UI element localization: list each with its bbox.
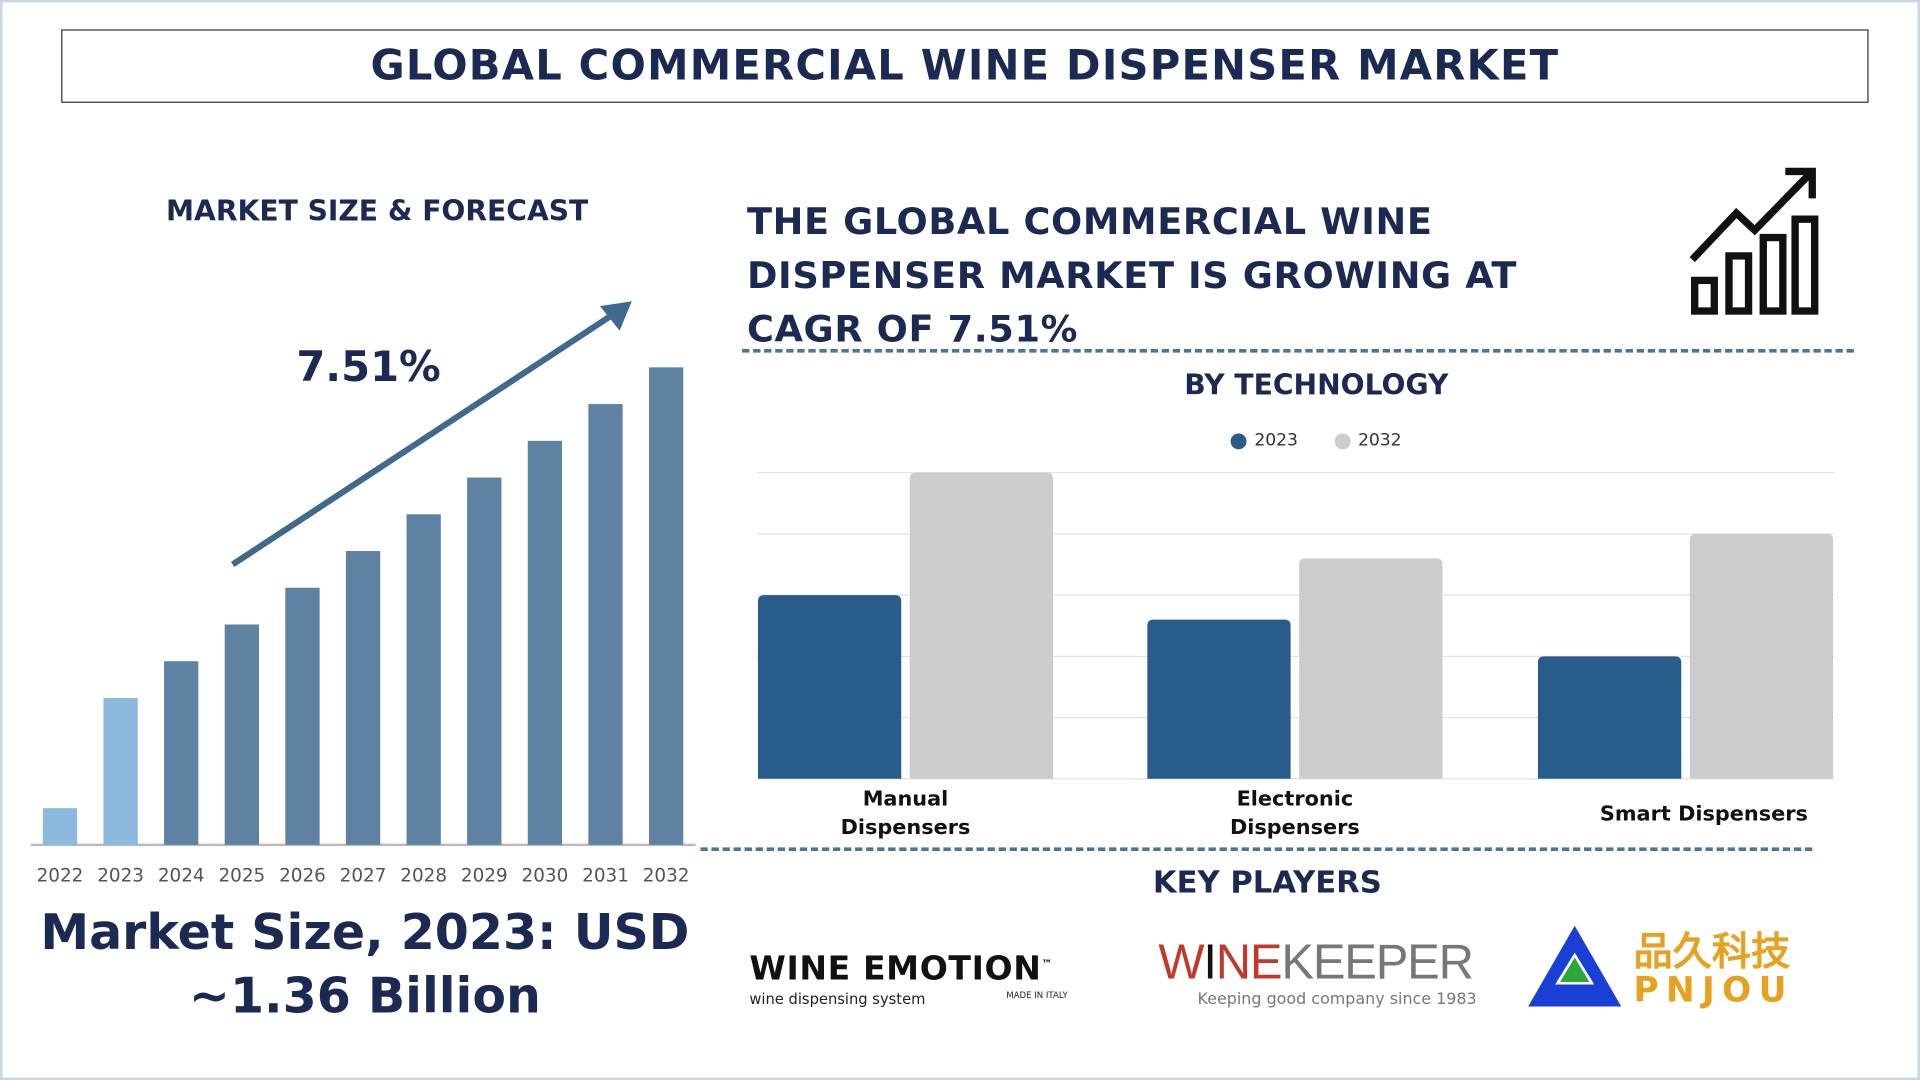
logo-sub: MADE IN ITALY — [1006, 990, 1068, 1001]
section-divider — [700, 847, 1813, 852]
technology-chart-title: BY TECHNOLOGY — [1184, 369, 1449, 402]
logo-text: I — [1203, 935, 1217, 990]
bar-2026 — [285, 587, 320, 845]
bar-2030 — [527, 440, 563, 845]
chart-legend: 2023 2032 — [747, 431, 1886, 451]
legend-swatch — [1231, 432, 1247, 449]
bar-2032 — [648, 367, 684, 845]
x-tick-label: 2022 — [36, 864, 84, 887]
headline: THE GLOBAL COMMERCIAL WINE DISPENSER MAR… — [746, 200, 1518, 352]
legend-label: 2023 — [1254, 431, 1298, 451]
x-tick-label: 2029 — [460, 864, 508, 887]
x-tick-label: 2026 — [279, 864, 326, 887]
logo-winemotion: WINE EMOTION™ wine dispensing system MAD… — [749, 950, 1080, 1008]
trend-arrow-icon — [230, 306, 624, 568]
bar-2028 — [406, 514, 441, 845]
legend-item-2023: 2023 — [1231, 431, 1298, 451]
logo-text: KEEPER — [1281, 935, 1474, 990]
logo-winekeeper: WINEKEEPER Keeping good company since 19… — [1158, 936, 1489, 1009]
legend-item-2032: 2032 — [1334, 431, 1402, 451]
bar-2023 — [103, 697, 138, 845]
bar-2029 — [467, 477, 502, 845]
bar-2023-1 — [1147, 619, 1291, 779]
bar-2032-0 — [909, 472, 1054, 779]
pnjou-triangle-icon — [1528, 925, 1622, 1007]
bar-2024 — [164, 661, 199, 845]
market-size-line1: Market Size, 2023: USD — [40, 904, 690, 962]
legend-label: 2032 — [1357, 431, 1402, 451]
key-players-title: KEY PLAYERS — [1152, 864, 1382, 901]
bar-2025 — [224, 624, 259, 845]
cagr-annotation: 7.51% — [296, 342, 441, 392]
x-tick-label: 2028 — [400, 864, 448, 887]
trend-arrowhead — [600, 301, 632, 331]
legend-swatch — [1334, 432, 1351, 449]
logo-text-en: PNJOU — [1633, 969, 1794, 1011]
x-tick-label: 2032 — [642, 864, 690, 887]
bar-2031 — [588, 404, 623, 845]
category-label: Manual Dispensers — [840, 787, 971, 841]
logo-text: WINE EMOTION — [749, 950, 1042, 989]
logo-text-cn: 品久科技 — [1633, 928, 1791, 975]
bar-2032-1 — [1299, 558, 1443, 779]
bar-2023-0 — [757, 595, 902, 779]
x-tick-label: 2027 — [339, 864, 387, 887]
x-tick-label: 2030 — [521, 864, 569, 887]
x-tick-label: 2024 — [157, 864, 205, 887]
market-size-title: MARKET SIZE & FORECAST — [166, 195, 589, 228]
logo-text: NE — [1215, 935, 1283, 990]
market-size-chart — [30, 301, 696, 847]
bar-2022 — [42, 808, 78, 845]
logo-tagline: Keeping good company since 1983 — [1197, 990, 1477, 1009]
section-divider — [742, 348, 1854, 353]
growth-chart-icon — [1689, 167, 1819, 315]
technology-chart — [756, 472, 1835, 780]
market-size-line2: ~1.36 Billion — [188, 968, 541, 1025]
logo-text: W — [1158, 935, 1204, 990]
logo-tagline: wine dispensing system — [749, 990, 926, 1008]
bar-2032-2 — [1689, 533, 1834, 779]
bar-2023-2 — [1537, 656, 1682, 779]
category-label: Smart Dispensers — [1599, 802, 1808, 827]
category-label: Electronic Dispensers — [1229, 787, 1360, 841]
x-tick-label: 2023 — [97, 864, 144, 887]
bar-2027 — [345, 551, 381, 845]
page-title: GLOBAL COMMERCIAL WINE DISPENSER MARKET — [61, 29, 1869, 103]
market-size-text: Market Size, 2023: USD ~1.36 Billion — [24, 901, 705, 1028]
logo-tm: ™ — [1041, 958, 1054, 972]
x-tick-label: 2031 — [582, 864, 629, 887]
logo-pnjou: 品久科技 PNJOU — [1526, 921, 1820, 1011]
x-tick-label: 2025 — [218, 864, 266, 887]
